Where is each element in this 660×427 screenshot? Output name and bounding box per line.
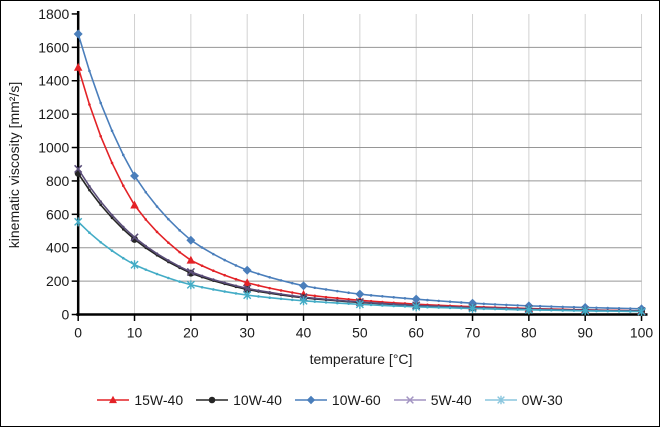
x-tick-label: 100 <box>630 324 653 340</box>
y-tick-label: 800 <box>46 173 69 189</box>
x-tick-label: 60 <box>408 324 424 340</box>
x-tick-label: 30 <box>239 324 255 340</box>
x-tick-label: 20 <box>183 324 199 340</box>
x-tick-label: 90 <box>577 324 593 340</box>
x-tick-label: 70 <box>465 324 481 340</box>
y-tick-label: 1200 <box>38 106 69 122</box>
tick-labels: 0 200 400 600 800 1000 1200 1400 1600 1800 0 10 20 30… <box>38 6 653 341</box>
legend-label: 10W-40 <box>233 392 282 408</box>
x-tick-label: 50 <box>352 324 368 340</box>
y-tick-label: 200 <box>46 273 69 289</box>
x-axis-title: temperature [°C] <box>309 351 413 367</box>
legend-label: 0W-30 <box>521 392 563 408</box>
y-tick-label: 400 <box>46 240 69 256</box>
y-tick-label: 1000 <box>38 140 69 156</box>
legend-item-15W-40: 15W-40 <box>97 392 183 408</box>
legend-diamond-icon <box>294 395 327 405</box>
legend-item-0W-30: 0W-30 <box>484 392 563 408</box>
legend-label: 5W-40 <box>430 392 472 408</box>
x-tick-label: 0 <box>74 324 82 340</box>
legend-asterisk-icon <box>484 395 517 405</box>
y-tick-label: 1400 <box>38 73 69 89</box>
x-tick-label: 40 <box>296 324 312 340</box>
x-tick-label: 80 <box>521 324 537 340</box>
y-tick-label: 600 <box>46 206 69 222</box>
legend: 15W-40 10W-40 10W-60 5W-40 0W-30 <box>1 392 659 408</box>
axes <box>71 10 648 321</box>
x-tick-label: 10 <box>127 324 143 340</box>
y-tick-label: 1600 <box>38 39 69 55</box>
y-tick-label: 1800 <box>38 6 69 22</box>
y-axis-title: kinematic viscosity [mm²/s] <box>6 81 22 249</box>
legend-label: 15W-40 <box>134 392 184 408</box>
legend-item-10W-40: 10W-40 <box>196 392 282 408</box>
legend-item-10W-60: 10W-60 <box>294 392 381 408</box>
legend-x-icon <box>393 396 426 404</box>
legend-label: 10W-60 <box>331 392 381 408</box>
legend-circle-icon <box>196 396 229 404</box>
legend-triangle-icon <box>97 395 130 404</box>
gridlines <box>78 13 643 315</box>
series-0W-30 <box>74 217 646 316</box>
y-tick-label: 0 <box>61 307 69 323</box>
legend-item-5W-40: 5W-40 <box>393 392 472 408</box>
